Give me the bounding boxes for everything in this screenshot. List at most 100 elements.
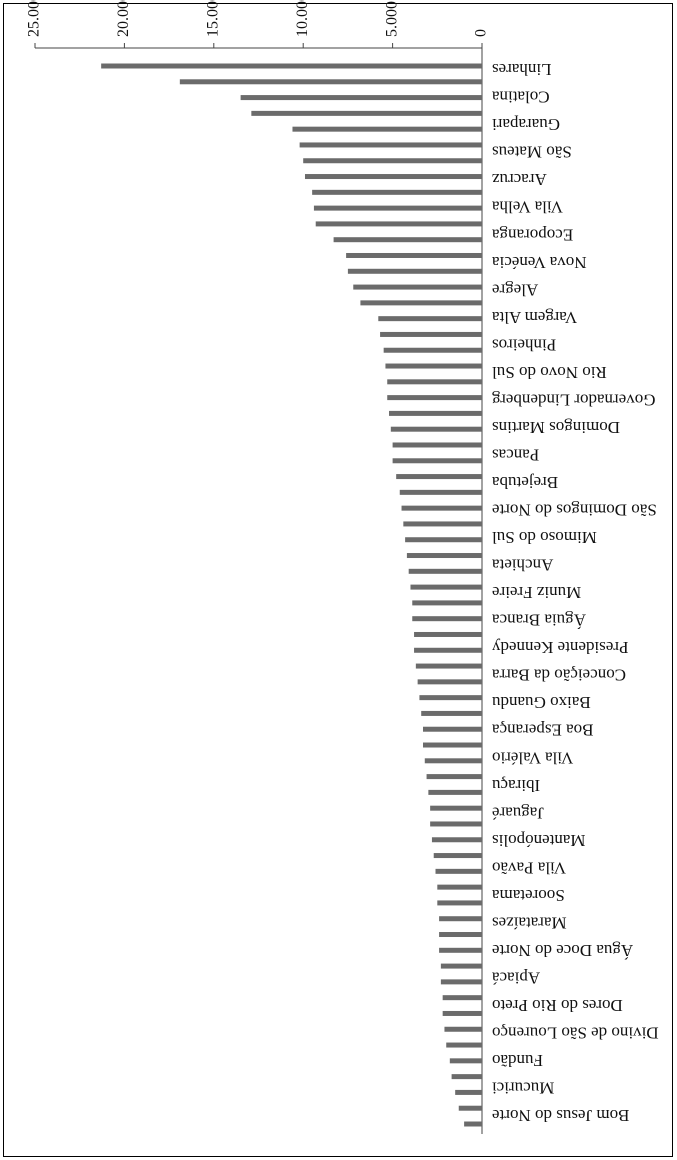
bar [292,126,482,132]
bar [464,1121,482,1127]
bar [410,584,482,590]
bar [389,410,482,416]
bar [240,95,482,101]
category-label: Nova Venécia [492,253,587,272]
bar [406,553,482,559]
category-label: Sooretama [492,886,565,905]
x-tick-label: 10.000.000 [294,0,311,37]
bar [387,395,482,401]
category-label: Colatina [492,88,550,107]
bar [346,252,482,258]
bar [380,331,482,337]
bar [412,616,482,622]
bar [390,426,482,432]
category-label: Alegre [492,280,538,299]
category-label: Marataízes [492,913,567,932]
bar [405,537,482,543]
bar [421,710,482,716]
bar [439,916,482,922]
category-label: Muniz Freire [492,583,581,602]
bar [433,853,482,859]
bar [360,300,482,306]
bar [179,79,482,85]
x-tick-label: 0 [473,29,490,37]
category-label: Mimoso do Sul [492,528,597,547]
category-label: Anchieta [492,556,554,575]
category-label: São Mateus [492,143,572,162]
bar [417,679,482,685]
category-label: Mantenópolis [492,831,586,850]
chart-rotated-group: 0 5.000.000 10.000.000 15.000.000 20.000.000… [26,0,659,1134]
x-tick-label: 15.000.000 [204,0,221,37]
bar [304,174,482,180]
category-label: Baixo Guandu [492,693,591,712]
category-label: Domingos Martins [492,418,620,437]
bar [403,521,482,527]
bar [347,268,482,274]
chart-frame [3,3,673,1157]
bar [458,1105,482,1111]
bar [449,1058,482,1064]
bar [424,758,482,764]
bar [426,774,482,780]
bar [435,868,482,874]
x-tick-label: 25.000.000 [26,0,43,37]
category-label: Ecoporanga [492,225,574,244]
bar [251,110,482,116]
bar [412,600,482,606]
bar [446,1042,482,1048]
bar [431,837,482,843]
category-label: Governador Lindenberg [492,390,656,409]
category-label: Conceição da Barra [492,666,626,685]
bar [313,205,482,211]
bar [303,158,482,164]
bar [451,1074,482,1080]
category-label: Brejetuba [492,473,559,492]
bar [455,1089,482,1095]
bar [101,63,482,69]
bar [444,1026,482,1032]
bar [392,458,482,464]
category-label: Água Doce do Norte [492,941,633,960]
bar [439,947,482,953]
bar [415,663,482,669]
bar [401,505,482,511]
category-label: Linhares [492,60,551,79]
bar [299,142,482,148]
bar [399,489,482,495]
category-label: Divino de São Lourenço [492,1024,659,1043]
category-label: Dores do Rio Preto [492,996,623,1015]
category-label: São Domingos do Norte [492,501,657,520]
category-label: Vargem Alta [492,308,578,327]
bar [422,742,482,748]
bar [440,979,482,985]
bar [392,442,482,448]
bar [315,221,482,227]
bar [437,884,482,890]
bar [353,284,482,290]
category-label: Ibiraçu [492,776,541,795]
category-label: Jaguaré [492,803,544,822]
category-label: Presidente Kennedy [492,638,629,657]
bar [430,805,482,811]
category-label: Bom Jesus do Norte [492,1106,629,1125]
category-label: Pinheiros [492,335,556,354]
bar [442,995,482,1001]
bar [408,568,482,574]
bar [442,1010,482,1016]
category-label: Pancas [492,445,539,464]
x-tick-label: 20.000.000 [115,0,132,37]
x-tick-label: 5.000.000 [383,0,400,37]
bar [396,474,482,480]
category-label: Vila Valério [492,748,573,767]
category-label: Águia Branca [492,611,586,630]
bar [430,821,482,827]
bar [428,789,482,795]
category-label: Vila Velha [492,198,563,217]
category-label: Apiacá [492,968,541,987]
bar [383,347,482,353]
category-label: Fundão [492,1051,543,1070]
bar [312,189,482,195]
category-label: Rio Novo do Sul [492,363,607,382]
